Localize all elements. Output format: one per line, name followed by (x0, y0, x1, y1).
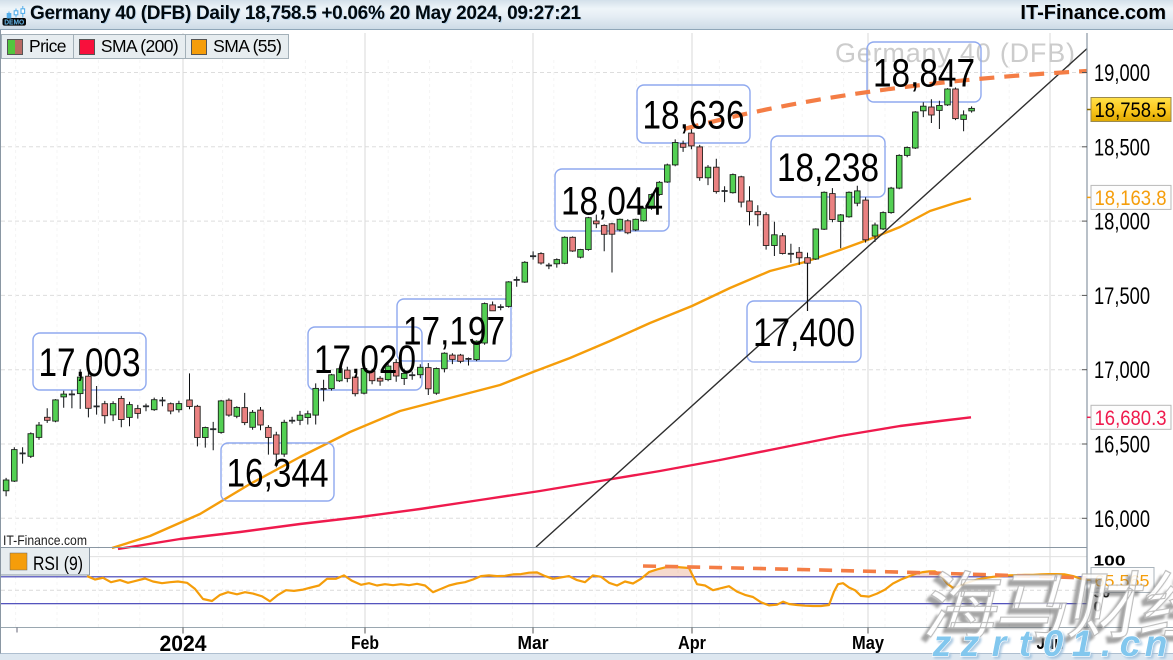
svg-text:19,000: 19,000 (1094, 60, 1150, 87)
svg-text:Feb: Feb (351, 633, 379, 653)
svg-text:17,000: 17,000 (1094, 357, 1150, 384)
svg-text:18,163.8: 18,163.8 (1095, 187, 1167, 210)
svg-text:16,344: 16,344 (227, 452, 329, 496)
svg-text:.: . (1101, 623, 1111, 660)
svg-text:0: 0 (1043, 623, 1064, 660)
svg-text:17,003: 17,003 (39, 341, 141, 385)
svg-text:18,847: 18,847 (873, 52, 975, 96)
svg-text:1: 1 (1072, 623, 1093, 660)
svg-text:18,636: 18,636 (643, 94, 745, 138)
svg-text:c: c (1120, 623, 1141, 660)
svg-text:z: z (932, 623, 952, 660)
svg-text:18,758.5: 18,758.5 (1095, 99, 1167, 122)
svg-text:RSI (9): RSI (9) (33, 554, 83, 575)
svg-text:16,000: 16,000 (1094, 506, 1150, 533)
svg-text:Mar: Mar (518, 633, 549, 653)
svg-text:16,500: 16,500 (1094, 432, 1150, 459)
svg-text:17,020: 17,020 (314, 338, 416, 382)
svg-text:18,500: 18,500 (1094, 134, 1150, 161)
svg-text:18,044: 18,044 (561, 180, 663, 224)
svg-text:t: t (1019, 623, 1033, 660)
svg-text:n: n (1145, 623, 1168, 660)
svg-text:r: r (992, 623, 1009, 660)
svg-text:17,500: 17,500 (1094, 283, 1150, 310)
svg-text:May: May (852, 633, 884, 653)
svg-text:DEMO: DEMO (4, 18, 24, 27)
svg-text:17,197: 17,197 (403, 310, 505, 354)
svg-text:18,238: 18,238 (777, 146, 879, 190)
svg-text:2024: 2024 (160, 631, 208, 656)
svg-text:z: z (960, 623, 980, 660)
svg-text:IT-Finance.com: IT-Finance.com (3, 532, 87, 548)
svg-text:Germany 40 (DFB): Germany 40 (DFB) (835, 38, 1075, 68)
svg-text:18,000: 18,000 (1094, 209, 1150, 236)
svg-text:17,400: 17,400 (753, 311, 855, 355)
svg-text:16,680.3: 16,680.3 (1095, 407, 1167, 430)
svg-text:Apr: Apr (678, 633, 706, 653)
svg-text:100: 100 (1094, 553, 1126, 570)
